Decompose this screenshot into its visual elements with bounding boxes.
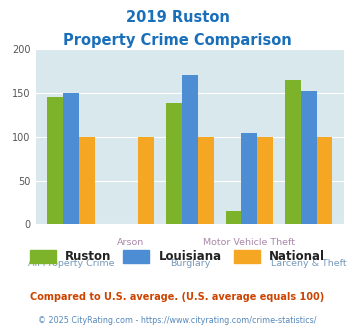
Bar	[241, 133, 257, 224]
Text: Larceny & Theft: Larceny & Theft	[271, 259, 346, 268]
Bar	[198, 137, 214, 224]
Text: Property Crime Comparison: Property Crime Comparison	[63, 33, 292, 48]
Bar	[317, 137, 333, 224]
Bar	[79, 137, 95, 224]
Text: © 2025 CityRating.com - https://www.cityrating.com/crime-statistics/: © 2025 CityRating.com - https://www.city…	[38, 316, 317, 325]
Bar	[301, 91, 317, 224]
Text: All Property Crime: All Property Crime	[28, 259, 114, 268]
Bar	[225, 211, 241, 224]
Bar	[285, 80, 301, 224]
Text: Compared to U.S. average. (U.S. average equals 100): Compared to U.S. average. (U.S. average …	[31, 292, 324, 302]
Text: 2019 Ruston: 2019 Ruston	[126, 10, 229, 25]
Bar	[182, 75, 198, 224]
Text: Arson: Arson	[117, 238, 144, 248]
Text: Burglary: Burglary	[170, 259, 210, 268]
Bar	[63, 93, 79, 224]
Bar	[47, 97, 63, 224]
Bar	[166, 103, 182, 224]
Bar	[257, 137, 273, 224]
Text: Motor Vehicle Theft: Motor Vehicle Theft	[203, 238, 295, 248]
Bar	[138, 137, 154, 224]
Legend: Ruston, Louisiana, National: Ruston, Louisiana, National	[25, 245, 330, 268]
